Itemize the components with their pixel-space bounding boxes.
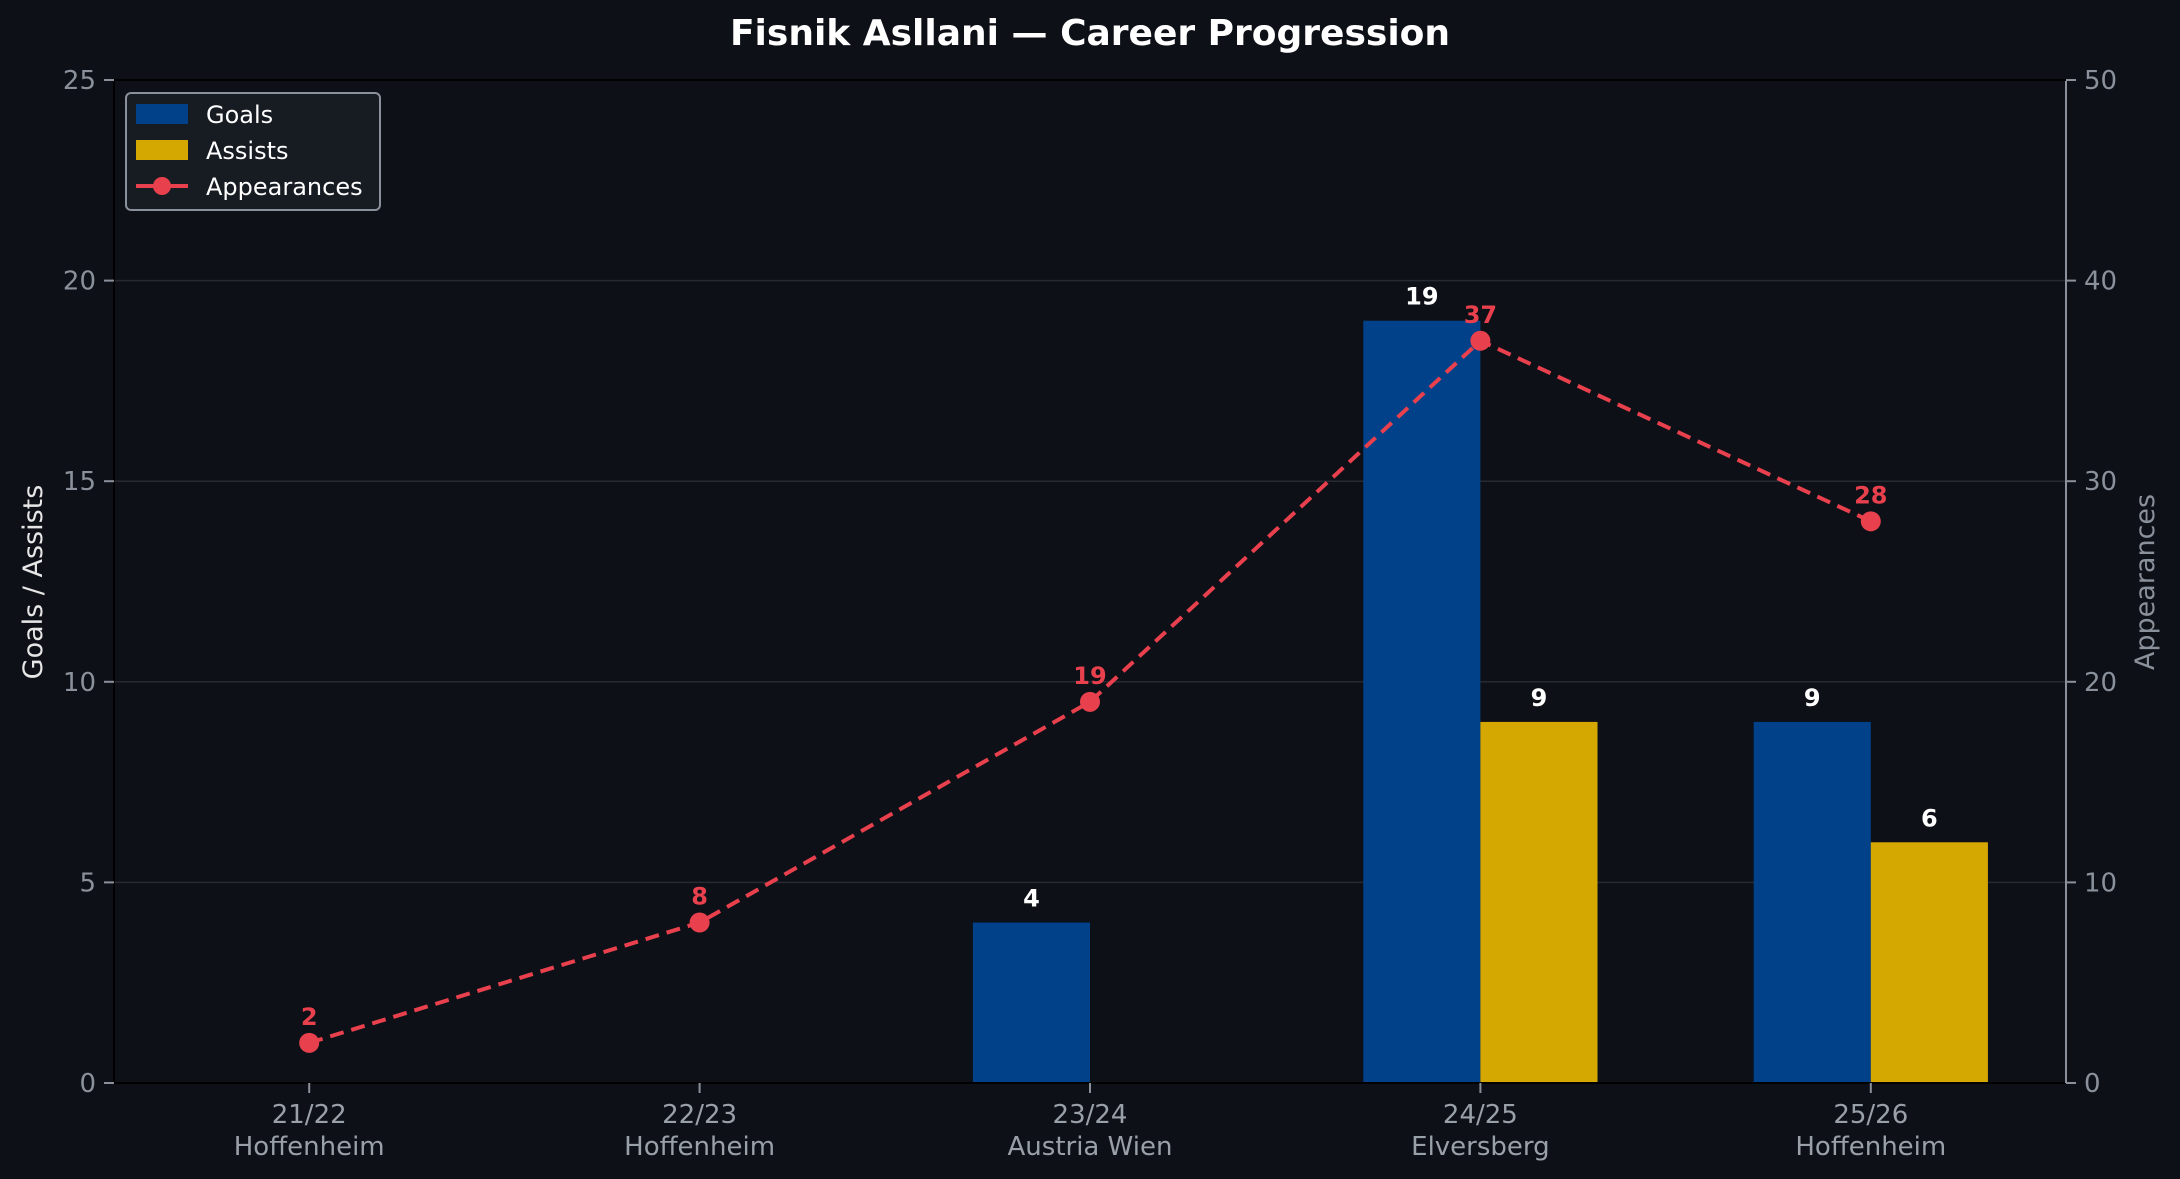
appearances-value-label: 19: [1073, 662, 1106, 690]
appearances-point: [689, 912, 710, 933]
goals-bar: [972, 922, 1090, 1083]
y-tick-label: 15: [63, 467, 96, 497]
assists-legend-swatch: [136, 140, 188, 160]
x-tick-club: Elversberg: [1411, 1132, 1550, 1162]
bars: 4 19 9 9 6: [972, 283, 1988, 1084]
goals-value-label: 4: [1023, 885, 1040, 913]
legend: Goals Assists Appearances: [125, 92, 381, 211]
y2-tick-label: 20: [2084, 668, 2117, 698]
appearances-legend-label: Appearances: [206, 173, 363, 201]
assists-bar: [1870, 842, 1988, 1083]
y-axis-left-label: Goals / Assists: [18, 485, 49, 680]
goals-value-label: 9: [1804, 684, 1821, 712]
y2-tick-label: 30: [2084, 467, 2117, 497]
y2-tick-label: 50: [2084, 66, 2117, 96]
appearances-point: [1080, 691, 1100, 712]
assists-value-label: 6: [1921, 804, 1938, 832]
appearances-point: [1860, 511, 1881, 532]
x-tick-club: Hoffenheim: [1795, 1132, 1946, 1162]
appearances-point: [1470, 330, 1491, 351]
x-tick-club: Austria Wien: [1008, 1132, 1173, 1162]
appearances-legend-marker: [153, 177, 171, 195]
x-tick-club: Hoffenheim: [234, 1132, 385, 1162]
goals-bar: [1753, 721, 1871, 1083]
assists-legend-label: Assists: [206, 137, 289, 165]
y-tick-label: 10: [63, 668, 96, 698]
y-tick-label: 20: [63, 267, 96, 297]
goals-value-label: 19: [1405, 283, 1438, 311]
chart-title: Fisnik Asllani — Career Progression: [730, 13, 1450, 54]
x-tick-club: Hoffenheim: [624, 1132, 775, 1162]
x-tick-season: 23/24: [1053, 1100, 1128, 1130]
y-tick-label: 0: [79, 1069, 96, 1099]
x-tick-season: 24/25: [1443, 1100, 1518, 1130]
y-tick-label: 5: [79, 868, 96, 898]
goals-legend-label: Goals: [206, 101, 273, 129]
appearances-value-label: 28: [1854, 481, 1887, 509]
y-tick-label: 25: [63, 66, 96, 96]
y2-tick-label: 10: [2084, 868, 2117, 898]
assists-value-label: 9: [1531, 684, 1548, 712]
y2-tick-label: 0: [2084, 1069, 2101, 1099]
axes: 05101520250102030405021/22Hoffenheim22/2…: [63, 66, 2117, 1162]
appearances-line: [308, 338, 1872, 1045]
appearances-value-label: 37: [1464, 301, 1497, 329]
assists-bar: [1480, 721, 1598, 1083]
y2-tick-label: 40: [2084, 267, 2117, 297]
appearances-value-label: 8: [691, 883, 708, 911]
goals-legend-swatch: [136, 104, 188, 124]
appearances-value-label: 2: [301, 1003, 318, 1031]
grid-lines: [114, 79, 2066, 884]
y-axis-right-label: Appearances: [2130, 494, 2161, 670]
appearances-point: [299, 1032, 320, 1053]
x-tick-season: 25/26: [1833, 1100, 1908, 1130]
legend-box: [125, 92, 381, 211]
x-tick-season: 22/23: [662, 1100, 737, 1130]
goals-bar: [1363, 320, 1481, 1084]
x-tick-season: 21/22: [272, 1100, 347, 1130]
